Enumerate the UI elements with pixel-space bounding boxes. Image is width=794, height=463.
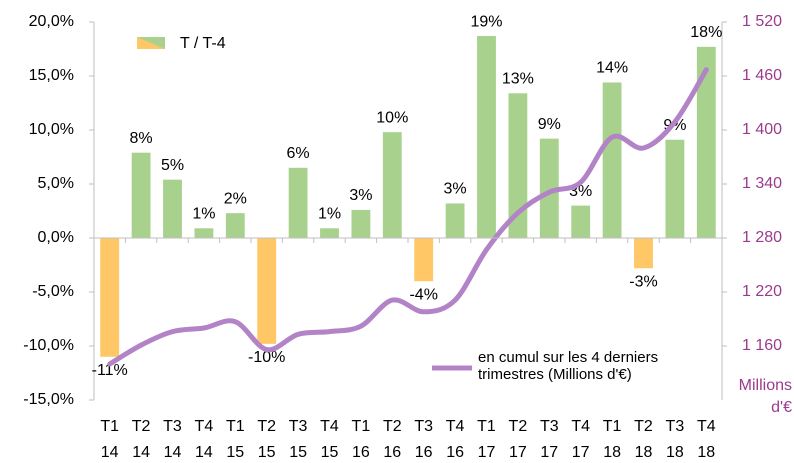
x-tick-label: T2 17 — [508, 418, 528, 461]
data-label: -3% — [629, 273, 657, 290]
x-tick-label: T3 15 — [288, 418, 308, 461]
bar — [445, 203, 465, 238]
data-label: 5% — [161, 157, 184, 174]
bar — [539, 138, 559, 238]
bar — [665, 139, 685, 238]
y2-tick-label: 1 340 — [742, 175, 782, 192]
bar — [225, 213, 245, 238]
bar — [257, 238, 277, 344]
x-tick-label: T2 15 — [257, 418, 277, 461]
bar — [414, 238, 434, 282]
data-label: 2% — [224, 190, 247, 207]
bar — [194, 228, 214, 238]
x-tick-label: T4 17 — [571, 418, 591, 461]
bar — [320, 228, 339, 238]
data-label: 18% — [690, 24, 722, 41]
data-label: 14% — [596, 60, 628, 77]
y-tick-label: 20,0% — [29, 13, 74, 30]
x-tick-label: T2 16 — [382, 418, 402, 461]
data-label: 8% — [130, 130, 153, 147]
legend-swatch — [137, 37, 165, 49]
x-tick-label: T3 17 — [539, 418, 559, 461]
bar — [634, 238, 653, 269]
x-tick-label: T1 14 — [100, 418, 120, 461]
bar — [100, 238, 120, 357]
y2-axis-title: Millions d'€ — [738, 377, 792, 416]
bar — [382, 132, 402, 238]
y-tick-label: 0,0% — [38, 229, 74, 246]
x-tick-label: T3 16 — [414, 418, 434, 461]
data-label: 13% — [502, 70, 534, 87]
x-tick-label: T1 18 — [602, 418, 622, 461]
x-tick-label: T4 16 — [445, 418, 465, 461]
legend-label: en cumul sur les 4 derniers trimestres (… — [478, 349, 659, 383]
data-label: -10% — [248, 349, 285, 366]
data-label: -11% — [92, 362, 128, 379]
x-tick-label: T4 15 — [320, 418, 339, 461]
x-tick-label: T1 15 — [225, 418, 245, 461]
y2-tick-label: 1 280 — [742, 229, 782, 246]
bar — [571, 205, 591, 238]
bar — [163, 179, 182, 238]
bar — [477, 36, 496, 238]
x-tick-label: T1 17 — [477, 418, 496, 461]
bar — [351, 209, 371, 238]
data-label: 1% — [318, 205, 341, 222]
x-tick-label: T4 14 — [194, 418, 214, 461]
data-label: -4% — [409, 286, 437, 303]
y-tick-label: -10,0% — [23, 337, 74, 354]
data-label: 19% — [470, 13, 502, 30]
data-label: 6% — [287, 145, 310, 162]
y2-tick-label: 1 220 — [742, 283, 782, 300]
data-label: 1% — [192, 205, 215, 222]
x-tick-label: T4 18 — [696, 418, 716, 461]
data-label: 10% — [376, 109, 408, 126]
y2-tick-label: 1 460 — [742, 67, 782, 84]
bar — [288, 167, 308, 238]
y-tick-label: 15,0% — [29, 67, 74, 84]
x-tick-label: T2 14 — [131, 418, 151, 461]
legend-label: T / T-4 — [180, 35, 226, 52]
bar — [131, 152, 151, 238]
line — [107, 67, 709, 367]
bar — [602, 82, 622, 238]
x-tick-label: T1 16 — [351, 418, 371, 461]
y-tick-label: -15,0% — [23, 391, 74, 408]
x-tick-label: T2 18 — [634, 418, 653, 461]
data-label: 9% — [538, 116, 561, 133]
y2-tick-label: 1 160 — [742, 337, 782, 354]
y-tick-label: -5,0% — [32, 283, 74, 300]
bar — [508, 93, 528, 238]
data-label: 3% — [349, 187, 372, 204]
bar — [696, 46, 716, 239]
y-tick-label: 5,0% — [38, 175, 74, 192]
y-tick-label: 10,0% — [29, 121, 74, 138]
x-tick-label: T3 18 — [665, 418, 685, 461]
y2-tick-label: 1 520 — [742, 13, 782, 30]
x-tick-label: T3 14 — [163, 418, 182, 461]
y2-tick-label: 1 400 — [742, 121, 782, 138]
data-label: 3% — [444, 181, 467, 198]
